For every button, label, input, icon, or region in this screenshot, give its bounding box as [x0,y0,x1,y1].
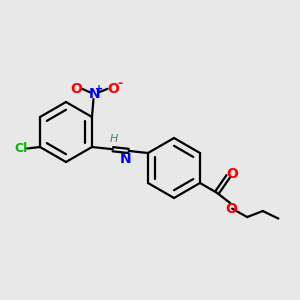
Text: N: N [88,87,100,100]
Text: O: O [107,82,119,96]
Text: -: - [117,77,122,90]
Text: O: O [70,82,82,96]
Text: O: O [226,167,238,182]
Text: Cl: Cl [14,142,27,155]
Text: +: + [95,84,103,94]
Text: N: N [120,152,131,166]
Text: O: O [225,202,237,216]
Text: H: H [110,134,118,144]
